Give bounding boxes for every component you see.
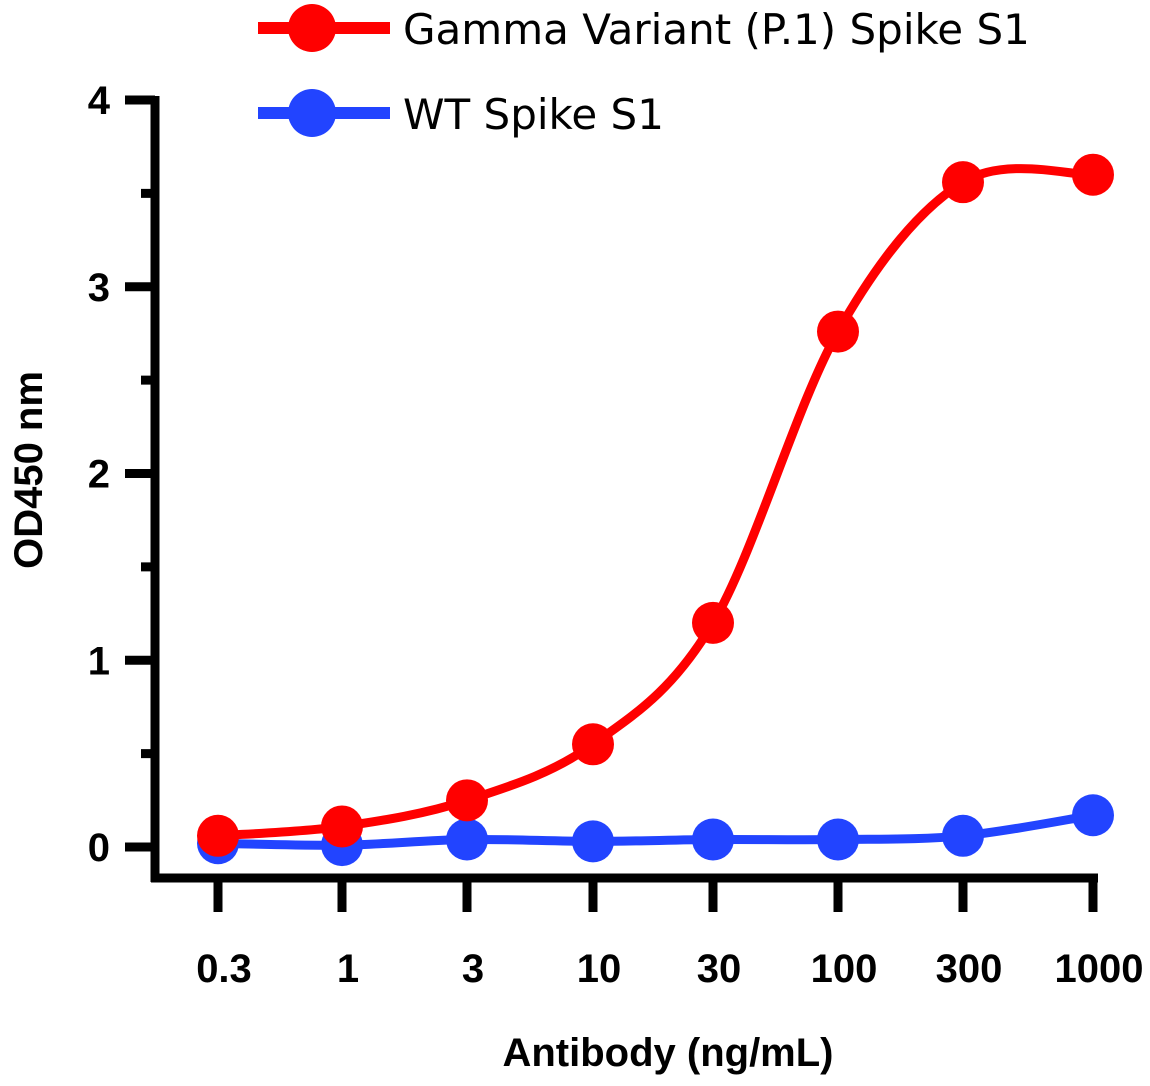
y-tick-label: 2	[88, 453, 110, 497]
legend: Gamma Variant (P.1) Spike S1 WT Spike S1	[258, 4, 1030, 139]
y-axis-label: OD450 nm	[7, 371, 51, 569]
data-point-1	[817, 818, 859, 861]
data-point-0	[572, 723, 614, 766]
data-point-1	[572, 820, 614, 863]
y-tick-label: 0	[88, 826, 110, 870]
data-point-1	[692, 818, 734, 861]
data-point-0	[446, 779, 488, 822]
data-point-1	[1072, 794, 1114, 837]
legend-marker	[288, 89, 336, 137]
x-axis-label: Antibody (ng/mL)	[502, 1031, 833, 1075]
data-point-0	[1072, 153, 1114, 196]
x-tick-label: 10	[577, 947, 622, 991]
x-tick-label: 1	[337, 947, 359, 991]
data-point-0	[817, 310, 859, 353]
data-point-0	[942, 161, 984, 204]
legend-label: Gamma Variant (P.1) Spike S1	[403, 5, 1030, 54]
data-point-0	[321, 805, 363, 848]
data-point-1	[446, 818, 488, 861]
series-layer	[197, 153, 1114, 867]
data-point-0	[692, 601, 734, 644]
axes: 0 1 2 3 4 0.3 1 3 10 30 100 300 1000	[88, 79, 1144, 991]
y-tick-label: 4	[88, 79, 111, 123]
legend-marker	[288, 4, 336, 52]
x-tick-label: 3	[462, 947, 484, 991]
data-point-0	[197, 814, 239, 857]
x-tick-label: 300	[936, 947, 1003, 991]
x-tick-label: 0.3	[196, 947, 252, 991]
y-tick-label: 1	[88, 639, 110, 683]
x-tick-label: 100	[811, 947, 878, 991]
x-tick-label: 30	[697, 947, 742, 991]
y-tick-label: 3	[88, 266, 110, 310]
legend-label: WT Spike S1	[403, 90, 664, 139]
x-tick-label: 1000	[1055, 947, 1144, 991]
series-line-0	[217, 164, 1094, 841]
data-point-1	[942, 814, 984, 857]
